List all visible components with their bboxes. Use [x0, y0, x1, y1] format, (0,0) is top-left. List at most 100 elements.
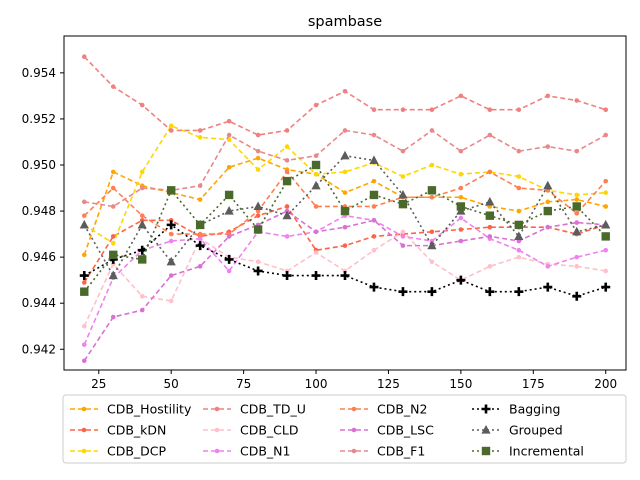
- data-point: [485, 211, 495, 220]
- data-point: [429, 107, 435, 113]
- data-point: [572, 226, 582, 236]
- data-point: [574, 264, 580, 269]
- legend-item: CDB_N1: [203, 444, 290, 459]
- data-point: [574, 254, 580, 260]
- data-point: [139, 169, 145, 175]
- y-tick-label: 0.942: [22, 342, 56, 356]
- data-point: [81, 342, 87, 347]
- data-point: [516, 174, 522, 179]
- data-point: [545, 144, 551, 149]
- legend-marker: [481, 404, 491, 414]
- data-point: [574, 220, 580, 225]
- data-point: [485, 287, 495, 297]
- legend-label: CDB_CLD: [240, 423, 299, 438]
- data-point: [400, 148, 406, 154]
- data-point: [313, 171, 319, 177]
- data-point: [458, 238, 464, 244]
- data-point: [224, 254, 234, 264]
- data-point: [197, 231, 203, 237]
- chart-title: spambase: [308, 14, 382, 30]
- data-point: [255, 259, 261, 265]
- data-point: [601, 282, 611, 292]
- data-point: [487, 224, 493, 230]
- data-point: [110, 241, 116, 246]
- data-point: [369, 155, 379, 164]
- data-point: [81, 54, 87, 60]
- data-point: [429, 229, 435, 235]
- data-point: [516, 185, 522, 191]
- legend: CDB_Hostility CDB_kDN CDB_DCP CDB_TD_U CDB_C…: [62, 394, 627, 464]
- data-point: [574, 211, 580, 216]
- data-point: [545, 224, 551, 230]
- data-point: [340, 271, 350, 281]
- legend-marker: [81, 406, 87, 412]
- data-point: [255, 155, 261, 161]
- data-point: [255, 167, 261, 172]
- data-point: [545, 264, 551, 269]
- data-point: [427, 240, 437, 250]
- data-point: [458, 171, 464, 177]
- data-point: [487, 169, 493, 175]
- series-line: [83, 214, 606, 345]
- series-layer: [79, 54, 611, 364]
- data-point: [458, 185, 464, 191]
- legend-marker: [351, 427, 357, 433]
- series-line: [84, 129, 607, 208]
- data-point: [139, 213, 145, 218]
- data-point: [138, 255, 147, 264]
- data-point: [255, 148, 261, 154]
- data-point: [456, 275, 466, 285]
- y-tick-label: 0.954: [22, 66, 56, 80]
- series-line: [83, 56, 606, 136]
- legend-item: CDB_kDN: [70, 423, 166, 438]
- data-point: [284, 144, 290, 149]
- y-tick-label: 0.952: [22, 112, 56, 126]
- data-point: [313, 102, 319, 108]
- legend-item: CDB_TD_U: [203, 402, 306, 417]
- data-point: [458, 93, 464, 99]
- data-point: [371, 234, 377, 239]
- data-point: [458, 148, 464, 154]
- x-tick-label: 150: [449, 377, 472, 391]
- data-point: [109, 250, 118, 260]
- data-point: [487, 107, 493, 113]
- data-point: [139, 102, 145, 108]
- legend-item: CDB_Hostility: [70, 402, 192, 417]
- data-point: [342, 128, 348, 133]
- data-point: [340, 150, 350, 160]
- series-line: [83, 170, 607, 235]
- legend-marker: [214, 448, 220, 454]
- data-point: [543, 282, 553, 292]
- legend-marker: [214, 406, 220, 412]
- data-point: [574, 197, 580, 202]
- data-point: [313, 229, 319, 235]
- legend-label: CDB_Hostility: [107, 402, 192, 417]
- data-point: [574, 148, 580, 154]
- data-point: [255, 132, 261, 138]
- data-point: [400, 174, 406, 179]
- data-point: [545, 199, 551, 205]
- data-point: [516, 148, 522, 154]
- data-point: [456, 202, 466, 211]
- y-tick-label: 0.944: [22, 296, 56, 310]
- data-point: [311, 271, 321, 281]
- series-line: [83, 210, 606, 362]
- data-point: [255, 213, 261, 218]
- data-point: [108, 270, 118, 280]
- legend-label: CDB_N1: [240, 444, 290, 459]
- data-point: [371, 247, 377, 253]
- data-point: [226, 234, 232, 239]
- y-tick-label: 0.950: [22, 158, 56, 172]
- legend-marker: [351, 448, 357, 454]
- data-point: [253, 266, 263, 276]
- data-point: [282, 176, 292, 186]
- data-point: [371, 132, 377, 138]
- data-point: [110, 234, 116, 239]
- data-point: [253, 201, 263, 211]
- series-cdb-td-u: [81, 54, 609, 138]
- data-point: [311, 180, 321, 190]
- data-point: [313, 153, 319, 159]
- data-point: [487, 264, 493, 269]
- data-point: [168, 128, 174, 133]
- data-point: [311, 160, 321, 170]
